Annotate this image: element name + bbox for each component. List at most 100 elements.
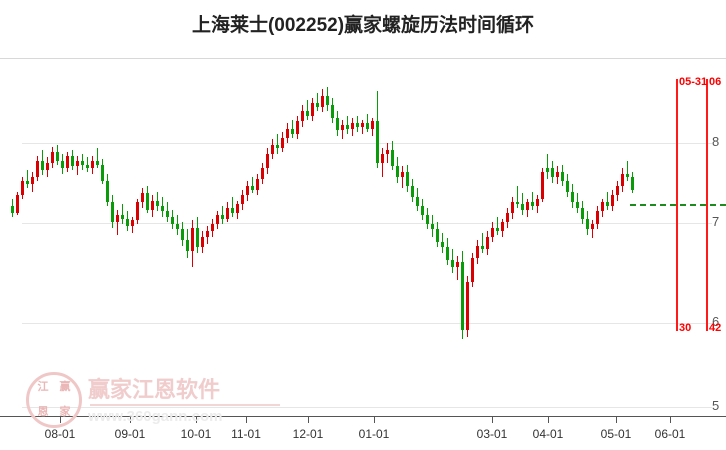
- candlestick: [61, 59, 64, 417]
- projection-label-bottom: 30: [679, 322, 692, 334]
- candle-body: [46, 162, 49, 170]
- candle-body: [551, 168, 554, 178]
- x-tick-label: 06-01: [654, 427, 686, 441]
- x-tick: [308, 417, 309, 423]
- candlestick: [566, 59, 569, 417]
- candle-body: [111, 202, 114, 223]
- candle-body: [371, 121, 374, 129]
- candle-body: [191, 227, 194, 251]
- candle-body: [416, 197, 419, 206]
- candle-body: [161, 206, 164, 212]
- candlestick-plot-area[interactable]: [0, 59, 726, 417]
- candlestick: [461, 59, 464, 417]
- candlestick: [501, 59, 504, 417]
- candle-body: [61, 161, 64, 169]
- candlestick: [251, 59, 254, 417]
- y-tick-label: 6: [712, 314, 720, 329]
- candle-body: [201, 236, 204, 248]
- projection-label-top: 06: [709, 76, 722, 88]
- candle-body: [406, 171, 409, 187]
- candlestick: [91, 59, 94, 417]
- candle-body: [216, 215, 219, 224]
- candle-body: [41, 161, 44, 170]
- candle-wick: [402, 166, 403, 188]
- candle-body: [411, 186, 414, 197]
- candlestick: [391, 59, 394, 417]
- candle-body: [106, 180, 109, 203]
- candlestick: [531, 59, 534, 417]
- candle-body: [481, 245, 484, 250]
- y-tick-label: 7: [712, 214, 720, 229]
- candle-body: [311, 103, 314, 116]
- candlestick: [106, 59, 109, 417]
- candle-body: [391, 150, 394, 167]
- x-tick-label: 12-01: [292, 427, 324, 441]
- candlestick: [386, 59, 389, 417]
- candlestick: [321, 59, 324, 417]
- candle-wick: [592, 220, 593, 239]
- candle-body: [581, 207, 584, 219]
- candle-body: [501, 222, 504, 232]
- x-tick: [246, 417, 247, 423]
- candle-body: [301, 110, 304, 122]
- candlestick: [506, 59, 509, 417]
- candlestick: [136, 59, 139, 417]
- x-tick: [670, 417, 671, 423]
- candle-wick: [252, 177, 253, 194]
- candlestick: [431, 59, 434, 417]
- candlestick: [591, 59, 594, 417]
- candlestick: [166, 59, 169, 417]
- candlestick: [201, 59, 204, 417]
- candle-body: [126, 218, 129, 226]
- candle-body: [401, 171, 404, 178]
- candlestick: [146, 59, 149, 417]
- candle-body: [271, 144, 274, 154]
- gridline: [22, 323, 712, 324]
- title-bar: 上海莱士(002252)赢家螺旋历法时间循环: [0, 0, 726, 46]
- candlestick: [241, 59, 244, 417]
- candlestick: [266, 59, 269, 417]
- candle-body: [466, 281, 469, 331]
- candle-body: [576, 202, 579, 208]
- candlestick: [176, 59, 179, 417]
- candlestick: [286, 59, 289, 417]
- candlestick: [611, 59, 614, 417]
- candlestick: [471, 59, 474, 417]
- candle-body: [16, 195, 19, 214]
- candle-body: [546, 168, 549, 172]
- candle-body: [251, 186, 254, 190]
- candlestick: [551, 59, 554, 417]
- candlestick: [86, 59, 89, 417]
- candlestick: [186, 59, 189, 417]
- candlestick: [561, 59, 564, 417]
- candlestick: [96, 59, 99, 417]
- candlestick: [56, 59, 59, 417]
- candlestick: [226, 59, 229, 417]
- candlestick: [446, 59, 449, 417]
- candlestick: [216, 59, 219, 417]
- candle-body: [621, 173, 624, 187]
- candle-body: [31, 177, 34, 185]
- gridline: [22, 143, 712, 144]
- candle-body: [276, 144, 279, 149]
- candlestick: [466, 59, 469, 417]
- candlestick: [311, 59, 314, 417]
- candle-wick: [547, 153, 548, 179]
- candlestick: [576, 59, 579, 417]
- candle-wick: [87, 157, 88, 172]
- candlestick: [401, 59, 404, 417]
- candlestick: [126, 59, 129, 417]
- candlestick: [271, 59, 274, 417]
- candlestick: [421, 59, 424, 417]
- x-tick: [374, 417, 375, 423]
- candle-wick: [497, 216, 498, 235]
- candle-body: [76, 161, 79, 167]
- candle-body: [421, 206, 424, 215]
- candle-body: [511, 202, 514, 214]
- candle-body: [331, 105, 334, 118]
- candlestick: [206, 59, 209, 417]
- candle-body: [461, 261, 464, 331]
- candle-body: [341, 125, 344, 131]
- current-price-line: [630, 204, 726, 206]
